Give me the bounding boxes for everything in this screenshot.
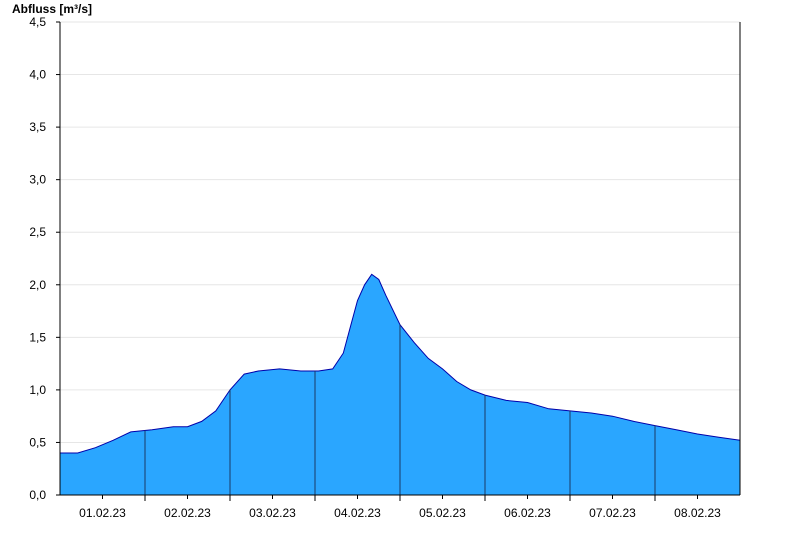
y-tick-label-1: 0,5 <box>29 435 46 449</box>
y-tick-label-5: 2,5 <box>29 225 46 239</box>
x-tick-label-2: 03.02.23 <box>249 506 296 520</box>
y-tick-label-3: 1,5 <box>29 330 46 344</box>
x-tick-label-0: 01.02.23 <box>79 506 126 520</box>
day-dividers <box>144 324 656 495</box>
x-tick-label-3: 04.02.23 <box>334 506 381 520</box>
x-axis-ticks: 01.02.23 02.02.23 03.02.23 04.02.23 05.02.23… <box>79 495 721 520</box>
y-tick-label-9: 4,5 <box>29 15 46 29</box>
x-tick-label-1: 02.02.23 <box>164 506 211 520</box>
y-tick-label-0: 0,0 <box>29 488 46 502</box>
gridlines <box>60 21 740 443</box>
y-tick-label-8: 4,0 <box>29 68 46 82</box>
y-axis-ticks: 0,0 0,5 1,0 1,5 2,0 2,5 3,0 3,5 4,0 4,5 <box>29 15 60 502</box>
x-tick-label-7: 08.02.23 <box>674 506 721 520</box>
y-tick-label-4: 2,0 <box>29 278 46 292</box>
discharge-line <box>60 273 741 454</box>
x-tick-label-6: 07.02.23 <box>589 506 636 520</box>
y-tick-label-2: 1,0 <box>29 383 46 397</box>
x-tick-label-4: 05.02.23 <box>419 506 466 520</box>
y-axis-title: Abfluss [m³/s] <box>12 2 92 16</box>
y-tick-label-7: 3,5 <box>29 120 46 134</box>
x-tick-label-5: 06.02.23 <box>504 506 551 520</box>
y-tick-label-6: 3,0 <box>29 173 46 187</box>
